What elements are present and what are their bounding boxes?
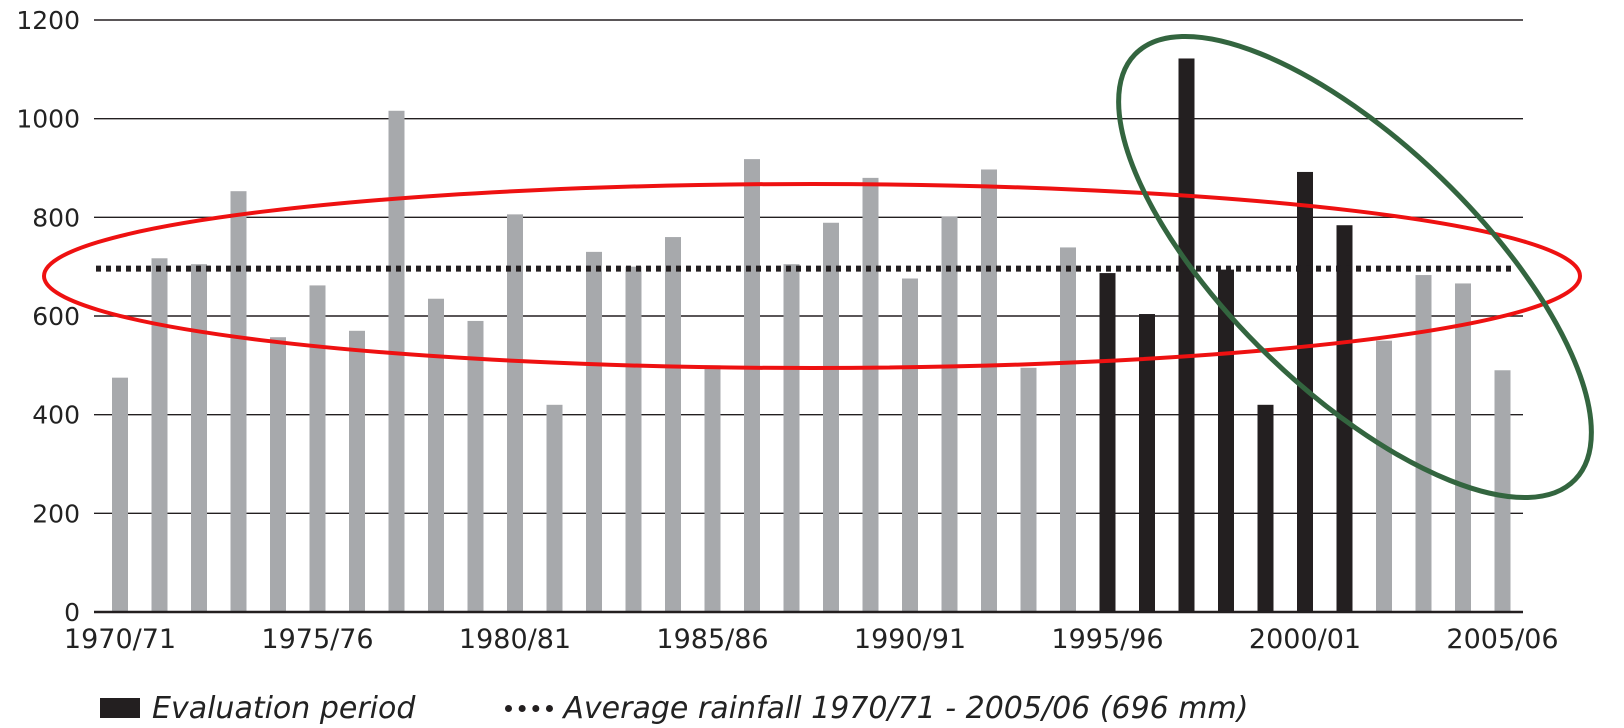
bar bbox=[665, 237, 681, 613]
bar-evaluation bbox=[1257, 404, 1274, 612]
bar-evaluation bbox=[1139, 314, 1155, 612]
bar bbox=[862, 177, 879, 612]
bar bbox=[507, 214, 523, 612]
y-axis-ticks: 0 200 400 600 800 1000 1200 bbox=[16, 6, 80, 627]
bar bbox=[388, 110, 405, 613]
bar bbox=[467, 320, 484, 612]
bars bbox=[112, 58, 1511, 613]
bar bbox=[112, 377, 128, 612]
bar-evaluation bbox=[1178, 58, 1195, 613]
rainfall-chart: 0 200 400 600 800 1000 1200 1970/71 1975/76 1980… bbox=[16, 6, 1594, 655]
bar bbox=[428, 298, 444, 612]
legend-swatch-average bbox=[505, 704, 554, 712]
x-tick-label: 1980/81 bbox=[459, 624, 571, 655]
bar bbox=[704, 365, 721, 612]
grid-lines bbox=[94, 19, 1523, 515]
legend-label-average: Average rainfall 1970/71 - 2005/06 (696 … bbox=[563, 690, 1249, 726]
bar bbox=[191, 264, 207, 612]
bar bbox=[546, 404, 563, 612]
x-tick-label: 1970/71 bbox=[64, 624, 176, 655]
y-tick-label: 400 bbox=[32, 401, 80, 430]
x-tick-label: 2000/01 bbox=[1249, 624, 1361, 655]
bar bbox=[625, 266, 642, 612]
legend-item-evaluation: Evaluation period bbox=[100, 691, 415, 726]
bar bbox=[1020, 367, 1037, 612]
bar bbox=[1494, 370, 1511, 612]
x-tick-label: 1990/91 bbox=[854, 624, 966, 655]
green-ellipse bbox=[1116, 33, 1594, 501]
x-tick-label: 2005/06 bbox=[1446, 624, 1558, 655]
bar bbox=[151, 258, 168, 612]
bar bbox=[349, 330, 365, 612]
legend: Evaluation period Average rainfall 1970/… bbox=[100, 690, 1248, 726]
bar bbox=[586, 251, 602, 612]
bar bbox=[230, 191, 247, 613]
x-tick-label: 1985/86 bbox=[656, 624, 768, 655]
legend-item-average: Average rainfall 1970/71 - 2005/06 (696 … bbox=[505, 691, 1248, 726]
bar bbox=[744, 159, 760, 612]
y-tick-label: 200 bbox=[32, 499, 80, 528]
red-ellipse bbox=[42, 182, 1582, 370]
y-tick-label: 600 bbox=[32, 302, 80, 331]
x-tick-label: 1975/76 bbox=[261, 624, 373, 655]
y-tick-label: 800 bbox=[32, 203, 80, 232]
bar bbox=[783, 264, 800, 612]
bar bbox=[1376, 340, 1392, 612]
bar bbox=[823, 222, 839, 612]
legend-label-evaluation: Evaluation period bbox=[152, 690, 416, 726]
y-tick-label: 0 bbox=[64, 598, 80, 627]
x-axis-ticks: 1970/71 1975/76 1980/81 1985/86 1990/91 1995/… bbox=[64, 624, 1559, 655]
bar bbox=[902, 278, 918, 612]
annotations bbox=[42, 33, 1594, 501]
x-tick-label: 1995/96 bbox=[1051, 624, 1163, 655]
bar bbox=[1060, 247, 1076, 612]
y-tick-label: 1200 bbox=[16, 6, 80, 35]
bar bbox=[1415, 275, 1432, 612]
bar bbox=[1455, 283, 1471, 612]
bar bbox=[270, 337, 286, 612]
y-tick-label: 1000 bbox=[16, 105, 80, 134]
bar bbox=[941, 216, 958, 612]
bar-evaluation bbox=[1099, 273, 1116, 612]
bar bbox=[309, 285, 326, 612]
bar bbox=[981, 169, 997, 613]
legend-swatch-evaluation bbox=[100, 698, 140, 718]
